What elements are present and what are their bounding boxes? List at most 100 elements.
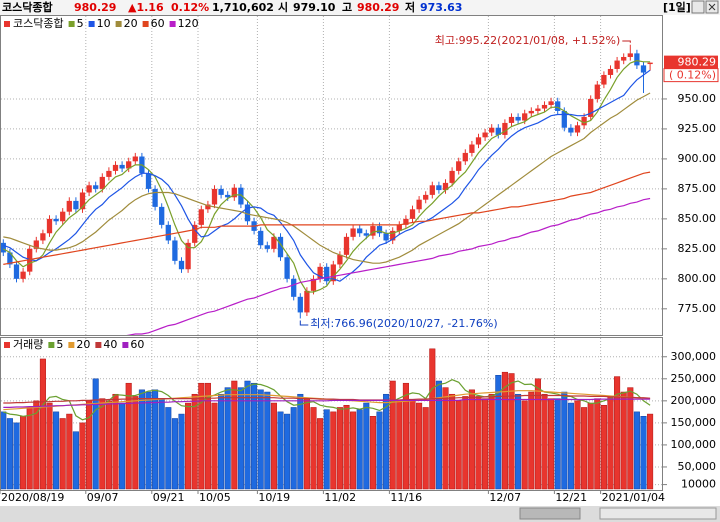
- volume-bar: [389, 380, 396, 490]
- candle-body: [614, 60, 620, 69]
- candle-body: [456, 161, 462, 171]
- y-tick-label: 900.00: [678, 152, 717, 165]
- candle-body: [297, 296, 303, 313]
- candle-body: [1, 242, 6, 253]
- legend-marker: [95, 342, 102, 348]
- volume-bar: [541, 393, 548, 490]
- zoom-buttons[interactable]: [599, 507, 717, 520]
- volume-bar: [303, 398, 310, 490]
- candle-body: [416, 199, 422, 210]
- candle-body: [304, 290, 310, 313]
- candle-body: [198, 209, 204, 225]
- volume-bar: [482, 398, 489, 490]
- candle-body: [205, 204, 211, 210]
- settings-button[interactable]: [691, 0, 705, 14]
- change: ▲1.16: [128, 1, 164, 14]
- ma-line: [126, 197, 651, 335]
- candle-body: [621, 56, 627, 61]
- volume-bar: [528, 391, 535, 490]
- last-change-label: ( 0.12%): [669, 69, 716, 82]
- legend-label: 5: [56, 338, 63, 351]
- candle-body: [53, 218, 59, 222]
- candle-body: [152, 188, 158, 207]
- period[interactable]: [1일]: [663, 0, 691, 14]
- price: 980.29: [74, 1, 116, 14]
- candle-body: [403, 218, 409, 225]
- candle-body: [145, 173, 152, 189]
- volume-bar: [310, 407, 317, 490]
- last-value-box: [664, 55, 718, 69]
- volume-bar: [429, 348, 436, 490]
- candle-body: [489, 127, 495, 133]
- candle-body: [211, 188, 218, 205]
- volume-bar: [561, 391, 568, 490]
- volume-bar: [39, 358, 46, 490]
- candle-body: [337, 254, 343, 265]
- candle-body: [192, 224, 198, 243]
- plot-area: [1, 338, 662, 490]
- volume-bar: [1, 411, 7, 490]
- volume-bar: [138, 389, 145, 490]
- volume-bar: [191, 393, 198, 490]
- x-tick-label: 10/05: [199, 491, 231, 504]
- candle-body: [607, 68, 614, 75]
- close-icon: [708, 3, 716, 11]
- volume-bar: [125, 382, 132, 490]
- candle-body: [244, 204, 251, 222]
- x-tick-label: 12/07: [489, 491, 521, 504]
- candle-body: [79, 192, 86, 210]
- volume-bar: [204, 382, 211, 490]
- low: 973.63: [420, 1, 462, 14]
- legend-marker: [4, 21, 10, 27]
- volume-bar: [112, 393, 119, 490]
- volume-bar: [290, 407, 297, 490]
- y-tick-label: 800.00: [678, 272, 717, 285]
- last-change-box: [663, 68, 719, 83]
- candle-body: [409, 209, 416, 219]
- volume-bar: [59, 418, 66, 490]
- candle-body: [462, 152, 468, 162]
- legend-marker: [4, 342, 10, 348]
- candle-body: [370, 226, 376, 236]
- volume-bar: [231, 380, 238, 490]
- volume-bar: [422, 407, 429, 490]
- volume-bar: [257, 389, 264, 490]
- volume-bar: [534, 378, 541, 490]
- candle-body: [46, 218, 53, 234]
- volume-bar: [587, 402, 594, 490]
- candle-body: [172, 240, 178, 261]
- candle-body: [475, 137, 482, 145]
- candle-body: [469, 144, 475, 153]
- scroll-thumb[interactable]: [519, 507, 581, 520]
- volume-bar: [350, 411, 357, 490]
- candle-body: [20, 271, 26, 279]
- volume-bar: [132, 396, 139, 490]
- legend-label: 40: [103, 338, 117, 351]
- index-name: 코스닥종합: [2, 0, 53, 14]
- volume-bar: [409, 400, 416, 490]
- volume-bar: [165, 407, 172, 490]
- volume-bar: [356, 409, 363, 490]
- candle-body: [231, 187, 237, 198]
- candle-body: [482, 132, 488, 138]
- legend-marker: [169, 21, 176, 27]
- candle-body: [317, 266, 323, 279]
- candle-body: [561, 110, 567, 128]
- volume-bar: [627, 387, 634, 490]
- legend-label: 120: [178, 17, 199, 30]
- volume-bar: [468, 389, 475, 490]
- high: 980.29: [357, 1, 399, 14]
- legend-label: 60: [151, 17, 165, 30]
- volume-bar: [72, 431, 79, 490]
- annotation-line: [299, 320, 309, 326]
- x-tick-label: 11/02: [324, 491, 356, 504]
- candle-body: [429, 185, 435, 195]
- candle-body: [581, 116, 587, 126]
- volume-bar: [594, 398, 601, 490]
- volume-bar: [363, 402, 370, 490]
- volume-bar: [145, 391, 152, 490]
- legend-marker: [115, 21, 122, 27]
- volume-bar: [620, 391, 627, 490]
